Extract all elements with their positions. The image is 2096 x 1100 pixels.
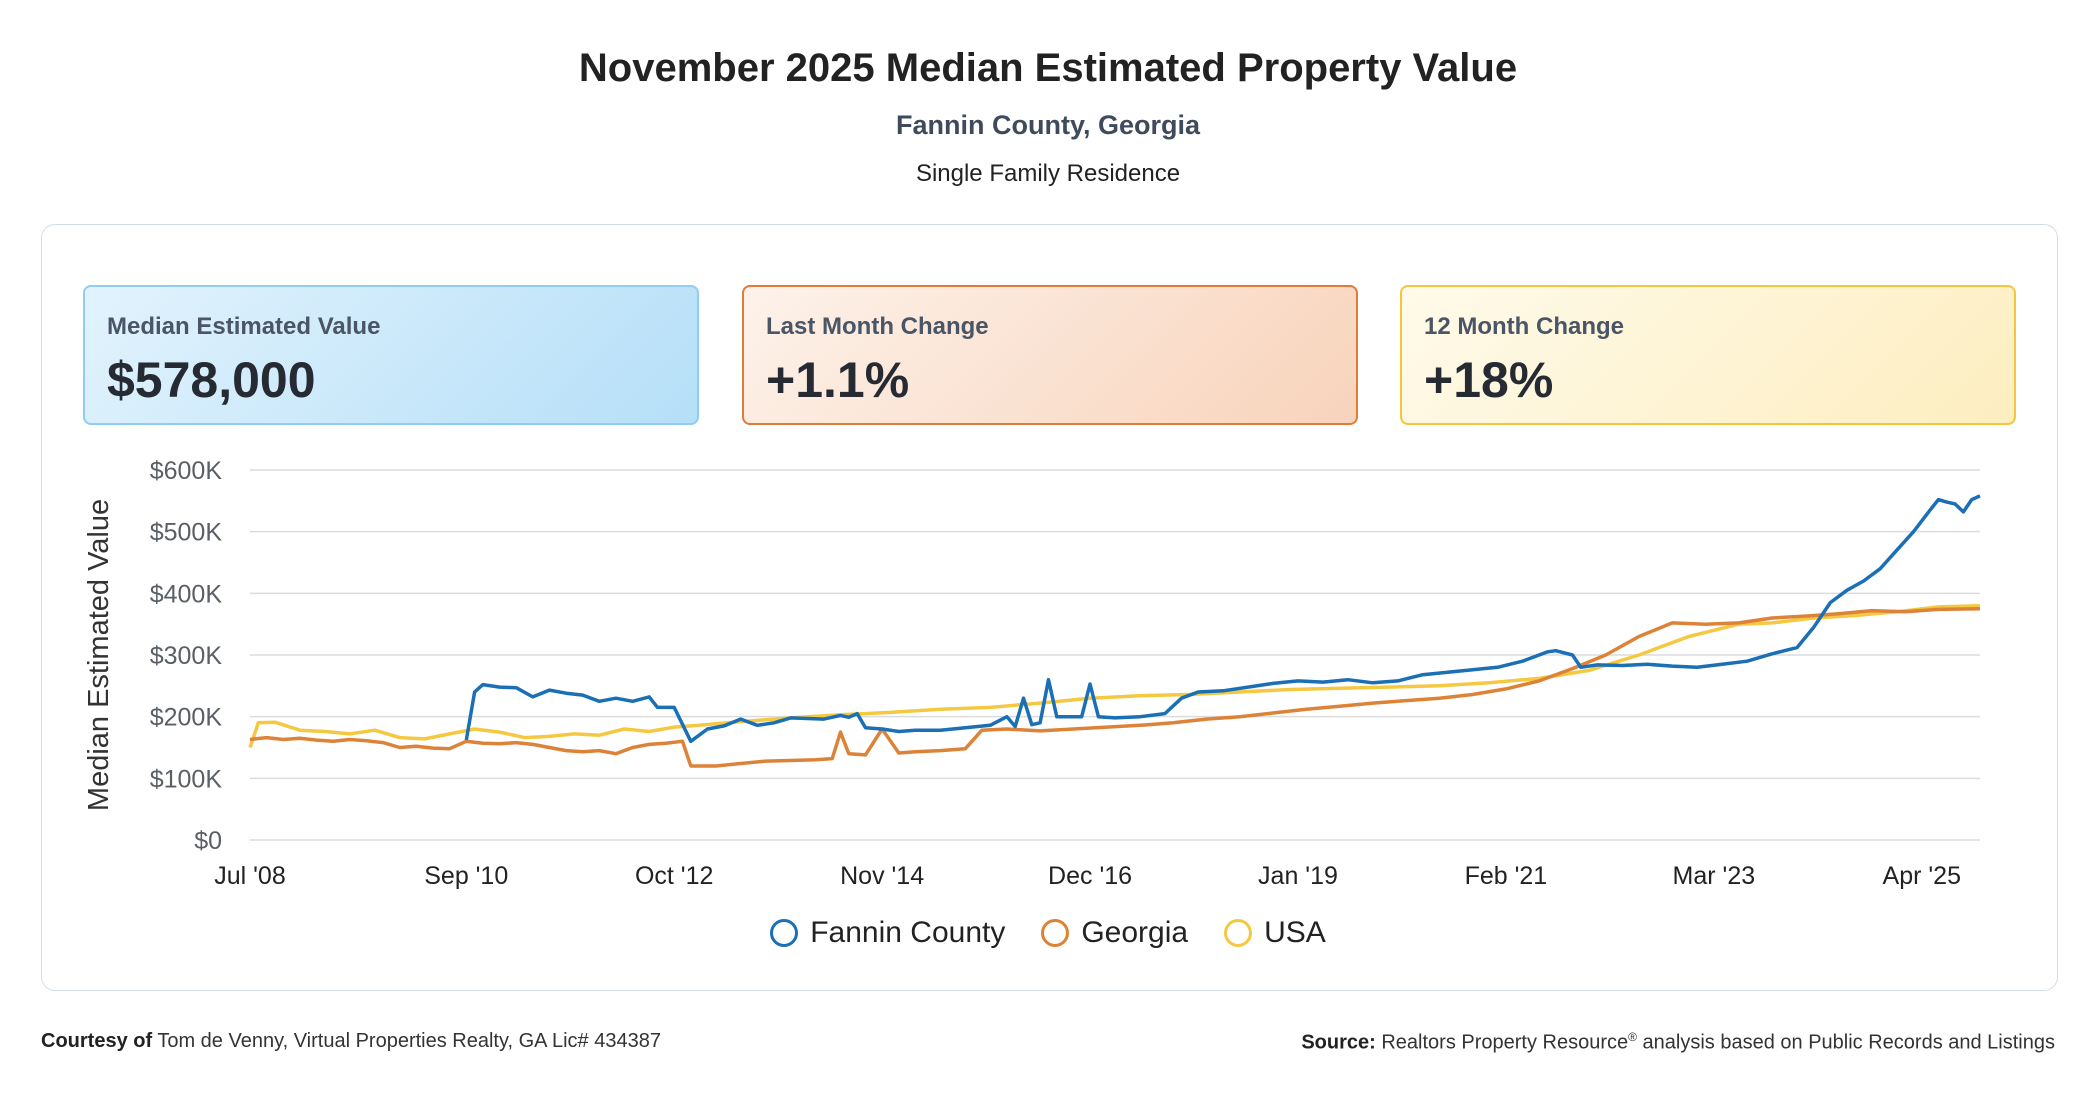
legend-item-georgia[interactable]: Georgia [1041, 916, 1188, 950]
twelve-month-change-value: +18% [1424, 352, 1554, 408]
legend-swatch-usa [1224, 919, 1253, 947]
last-month-change-label: Last Month Change [766, 313, 989, 340]
x-tick-label: Apr '25 [1883, 862, 1961, 890]
x-tick-label: Sep '10 [424, 862, 508, 890]
property-type-label: Single Family Residence [915, 160, 1181, 187]
courtesy-footer: Courtesy of Tom de Venny, Virtual Proper… [41, 1030, 661, 1053]
courtesy-text: Tom de Venny, Virtual Properties Realty,… [157, 1030, 661, 1052]
chart-title: November 2025 Median Estimated Property … [578, 46, 1518, 90]
y-tick-label: $0 [194, 827, 222, 855]
x-tick-label: Feb '21 [1465, 862, 1548, 890]
median-value-card: Median Estimated Value $578,000 [83, 285, 699, 425]
legend-item-usa[interactable]: USA [1224, 916, 1326, 950]
twelve-month-change-card: 12 Month Change +18% [1400, 285, 2016, 425]
median-value-label: Median Estimated Value [107, 313, 381, 340]
y-tick-label: $500K [150, 519, 223, 547]
x-tick-label: Mar '23 [1673, 862, 1756, 890]
y-tick-label: $300K [150, 642, 223, 670]
legend-swatch-georgia [1041, 919, 1070, 947]
x-tick-label: Nov '14 [840, 862, 924, 890]
x-tick-label: Dec '16 [1048, 862, 1132, 890]
legend-swatch-fannin [770, 919, 799, 947]
chart-legend: Fannin County Georgia USA [0, 916, 2096, 950]
y-tick-label: $200K [150, 704, 223, 732]
x-tick-label: Jul '08 [214, 862, 285, 890]
twelve-month-change-label: 12 Month Change [1424, 313, 1625, 340]
source-text: Realtors Property Resource [1381, 1031, 1629, 1054]
source-footer: Source: Realtors Property Resource® anal… [1301, 1030, 2055, 1055]
last-month-change-value: +1.1% [766, 352, 910, 408]
y-axis-title: Median Estimated Value [83, 499, 115, 811]
chart-subtitle: Fannin County, Georgia [895, 110, 1200, 140]
median-value-value: $578,000 [107, 352, 316, 408]
source-label: Source: [1301, 1031, 1376, 1054]
legend-label-fannin: Fannin County [810, 916, 1006, 949]
series-line-georgia [249, 607, 1981, 768]
courtesy-label: Courtesy of [41, 1030, 153, 1052]
x-tick-label: Oct '12 [635, 862, 713, 890]
y-tick-label: $400K [150, 580, 223, 608]
source-text-suffix: analysis based on Public Records and Lis… [1636, 1031, 2055, 1054]
legend-item-fannin[interactable]: Fannin County [770, 916, 1005, 950]
y-tick-label: $100K [150, 765, 223, 793]
legend-label-usa: USA [1264, 916, 1326, 949]
y-tick-label: $600K [150, 457, 223, 485]
legend-label-georgia: Georgia [1081, 916, 1189, 949]
series-line-usa [248, 603, 1981, 749]
source-registered-mark: ® [1628, 1030, 1637, 1044]
last-month-change-card: Last Month Change +1.1% [742, 285, 1358, 425]
series-line-fannin-county [464, 494, 1981, 744]
x-tick-label: Jan '19 [1258, 862, 1338, 890]
